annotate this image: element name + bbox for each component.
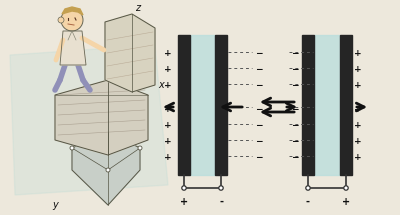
Text: +: +: [164, 81, 172, 91]
Polygon shape: [190, 35, 215, 175]
Text: −: −: [291, 49, 299, 58]
Circle shape: [306, 186, 310, 190]
Text: −: −: [255, 154, 263, 163]
Polygon shape: [60, 31, 86, 65]
Text: −: −: [291, 104, 299, 114]
Circle shape: [70, 146, 74, 150]
Polygon shape: [314, 35, 340, 175]
Text: +: +: [180, 197, 188, 207]
Circle shape: [106, 168, 110, 172]
Text: +: +: [342, 197, 350, 207]
Text: y: y: [52, 200, 58, 210]
Text: +: +: [164, 66, 172, 75]
Text: +: +: [354, 81, 362, 91]
Text: −: −: [255, 104, 263, 114]
Circle shape: [58, 17, 64, 23]
Text: −: −: [255, 66, 263, 75]
Polygon shape: [55, 80, 148, 155]
Text: +: +: [164, 104, 172, 114]
Text: x: x: [158, 80, 164, 90]
Polygon shape: [340, 35, 352, 175]
Polygon shape: [215, 35, 227, 175]
Polygon shape: [10, 45, 168, 195]
Text: −: −: [255, 138, 263, 146]
Text: +: +: [164, 121, 172, 131]
Polygon shape: [178, 35, 190, 175]
Text: −: −: [291, 138, 299, 146]
Text: −: −: [255, 81, 263, 91]
Polygon shape: [62, 7, 83, 15]
Text: +: +: [354, 154, 362, 163]
Text: +: +: [164, 49, 172, 58]
Text: −: −: [291, 66, 299, 75]
Text: +: +: [354, 66, 362, 75]
Text: +: +: [354, 121, 362, 131]
Circle shape: [344, 186, 348, 190]
Text: −: −: [291, 81, 299, 91]
Text: +: +: [354, 104, 362, 114]
Circle shape: [182, 186, 186, 190]
Circle shape: [138, 146, 142, 150]
Circle shape: [219, 186, 223, 190]
Polygon shape: [72, 132, 140, 205]
Circle shape: [61, 9, 83, 31]
Text: +: +: [164, 138, 172, 146]
Text: +: +: [164, 154, 172, 163]
Text: -: -: [306, 197, 310, 207]
Text: +: +: [354, 138, 362, 146]
Text: −: −: [255, 49, 263, 58]
Text: -: -: [219, 197, 223, 207]
Text: −: −: [291, 154, 299, 163]
Polygon shape: [105, 14, 155, 92]
Text: −: −: [291, 121, 299, 131]
Text: +: +: [354, 49, 362, 58]
Text: z: z: [135, 3, 140, 13]
Polygon shape: [302, 35, 314, 175]
Text: −: −: [255, 121, 263, 131]
